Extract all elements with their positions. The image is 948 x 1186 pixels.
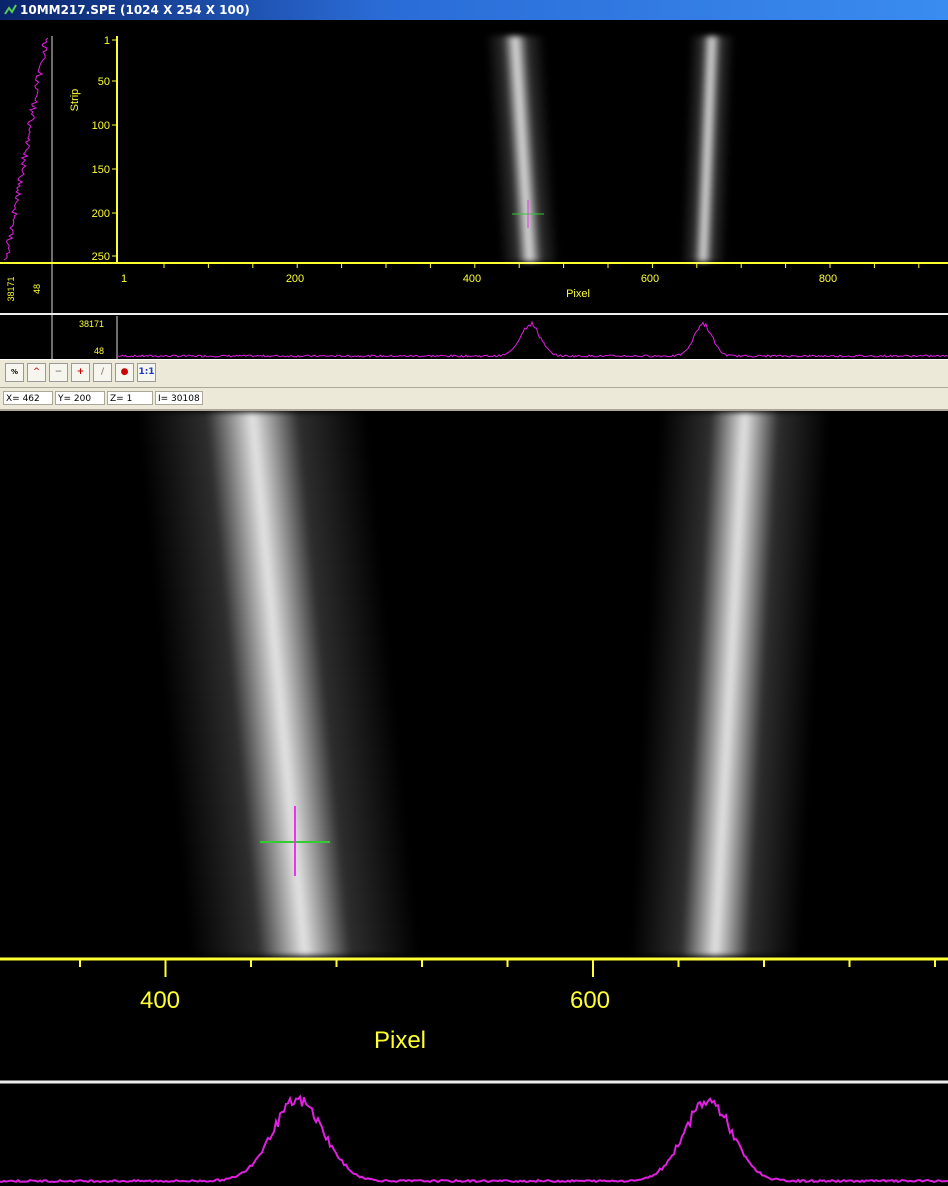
zoom-x-tick-label: 400: [140, 987, 180, 1014]
y-tick-label: 250: [92, 251, 110, 263]
title-bar: [0, 0, 948, 20]
app-icon: [4, 4, 17, 15]
side-min: 48: [32, 284, 42, 294]
status-bar: X= 462 Y= 200 Z= 1 I= 30108: [0, 388, 948, 411]
spectral-line: [679, 36, 735, 262]
x-tick-label: 200: [286, 273, 304, 285]
y-axis-label: Strip: [69, 89, 81, 112]
zoom-x-axis-label: Pixel: [374, 1027, 426, 1054]
x-tick-label: 400: [463, 273, 481, 285]
x-tick-label: 600: [641, 273, 659, 285]
pan-button[interactable]: /: [93, 363, 112, 382]
profile-min: 48: [94, 346, 104, 356]
zoom-x-tick-label: 600: [570, 987, 610, 1014]
x-axis-label: Pixel: [566, 288, 590, 300]
intensity-profile: [0, 1094, 948, 1184]
zoom-in-button[interactable]: +: [71, 363, 90, 382]
y-tick-label: 150: [92, 164, 110, 176]
scale-button[interactable]: %: [5, 363, 24, 382]
intensity-profile: [117, 320, 948, 358]
strip-profile: [3, 37, 49, 261]
overview-bg: [0, 20, 948, 359]
y-tick-label: 100: [92, 120, 110, 132]
profile-max: 38171: [79, 319, 104, 329]
x-tick-label: 1: [121, 273, 127, 285]
status-x: X= 462: [3, 391, 53, 405]
zoom-1to1-button[interactable]: 1:1: [137, 363, 156, 382]
status-i: I= 30108: [155, 391, 203, 405]
side-max: 38171: [6, 276, 16, 301]
spectral-line: [485, 36, 561, 262]
zoom-out-button[interactable]: −: [49, 363, 68, 382]
toolbar: % ^ − + / ● 1:1: [0, 359, 948, 388]
spectral-line: [629, 412, 830, 956]
status-y: Y= 200: [55, 391, 105, 405]
y-tick-label: 1: [104, 35, 110, 47]
y-tick-label: 50: [98, 76, 110, 88]
spectral-line: [136, 412, 420, 956]
window-title: 10MM217.SPE (1024 X 254 X 100): [20, 3, 250, 17]
x-tick-label: 800: [819, 273, 837, 285]
lock-button[interactable]: ●: [115, 363, 134, 382]
profile-button[interactable]: ^: [27, 363, 46, 382]
status-z: Z= 1: [107, 391, 153, 405]
y-tick-label: 200: [92, 208, 110, 220]
